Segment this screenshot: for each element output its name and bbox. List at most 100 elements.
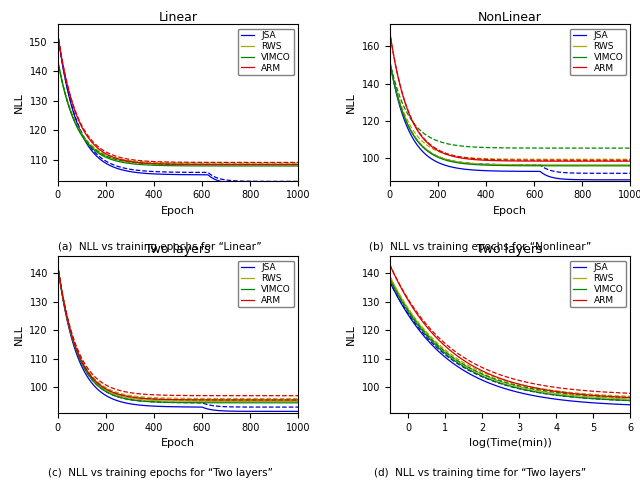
JSA xyxy=(163,404,170,409)
X-axis label: Epoch: Epoch xyxy=(161,438,195,448)
ARM xyxy=(386,29,394,35)
JSA xyxy=(547,174,554,180)
RWS xyxy=(428,151,436,156)
VIMCO xyxy=(386,59,394,64)
ARM xyxy=(97,382,104,388)
ARM xyxy=(547,388,554,394)
ARM xyxy=(235,397,243,403)
JSA xyxy=(428,156,436,162)
Line: ARM: ARM xyxy=(58,33,298,165)
RWS xyxy=(448,158,456,164)
Text: (b)  NLL vs training epochs for “Nonlinear”: (b) NLL vs training epochs for “Nonlinea… xyxy=(369,242,591,252)
Text: (c)  NLL vs training epochs for “Two layers”: (c) NLL vs training epochs for “Two laye… xyxy=(47,468,273,478)
Line: ARM: ARM xyxy=(390,264,630,397)
ARM xyxy=(428,330,436,336)
RWS xyxy=(97,384,104,389)
RWS xyxy=(235,162,243,168)
JSA xyxy=(196,172,204,178)
RWS xyxy=(528,162,536,168)
RWS xyxy=(428,337,436,343)
Line: RWS: RWS xyxy=(390,61,630,165)
Line: VIMCO: VIMCO xyxy=(58,60,298,166)
Y-axis label: NLL: NLL xyxy=(14,92,24,113)
Line: RWS: RWS xyxy=(58,60,298,165)
VIMCO xyxy=(163,399,170,405)
VIMCO xyxy=(386,276,394,282)
Y-axis label: NLL: NLL xyxy=(14,324,24,345)
JSA xyxy=(294,408,302,414)
Title: NonLinear: NonLinear xyxy=(478,11,542,24)
Legend: JSA, RWS, VIMCO, ARM: JSA, RWS, VIMCO, ARM xyxy=(238,261,294,307)
ARM xyxy=(495,158,502,164)
VIMCO xyxy=(627,397,634,403)
Line: JSA: JSA xyxy=(58,264,298,411)
JSA xyxy=(163,171,170,177)
JSA xyxy=(386,279,394,285)
ARM xyxy=(116,156,124,162)
JSA xyxy=(547,396,554,401)
ARM xyxy=(627,395,634,400)
VIMCO xyxy=(294,163,302,169)
JSA xyxy=(495,168,502,174)
VIMCO xyxy=(97,385,104,391)
ARM xyxy=(294,397,302,403)
VIMCO xyxy=(528,163,536,168)
JSA xyxy=(386,59,394,64)
Line: RWS: RWS xyxy=(58,264,298,401)
Line: VIMCO: VIMCO xyxy=(390,61,630,166)
Legend: JSA, RWS, VIMCO, ARM: JSA, RWS, VIMCO, ARM xyxy=(570,28,626,75)
ARM xyxy=(54,262,61,267)
VIMCO xyxy=(214,400,222,406)
VIMCO xyxy=(54,57,61,62)
JSA xyxy=(97,389,104,395)
RWS xyxy=(386,273,394,279)
RWS xyxy=(528,387,536,393)
VIMCO xyxy=(547,163,554,168)
Title: Linear: Linear xyxy=(159,11,197,24)
JSA xyxy=(428,342,436,348)
ARM xyxy=(214,397,222,403)
Line: RWS: RWS xyxy=(390,276,630,399)
ARM xyxy=(627,158,634,164)
VIMCO xyxy=(627,163,634,169)
ARM xyxy=(196,162,204,168)
JSA xyxy=(495,384,502,389)
RWS xyxy=(448,354,456,360)
JSA xyxy=(567,398,575,404)
ARM xyxy=(163,161,170,167)
VIMCO xyxy=(428,152,436,157)
RWS xyxy=(163,161,170,167)
VIMCO xyxy=(214,163,222,169)
JSA xyxy=(627,402,634,408)
ARM xyxy=(116,392,124,397)
Line: JSA: JSA xyxy=(390,61,630,180)
VIMCO xyxy=(547,391,554,397)
VIMCO xyxy=(567,163,575,168)
RWS xyxy=(116,157,124,163)
VIMCO xyxy=(448,159,456,165)
JSA xyxy=(448,360,456,365)
Title: Two layers: Two layers xyxy=(477,243,543,256)
RWS xyxy=(495,162,502,168)
ARM xyxy=(235,162,243,168)
ARM xyxy=(54,30,61,36)
ARM xyxy=(386,262,394,267)
RWS xyxy=(386,59,394,64)
RWS xyxy=(196,162,204,168)
JSA xyxy=(54,262,61,267)
X-axis label: Epoch: Epoch xyxy=(161,206,195,216)
VIMCO xyxy=(116,159,124,165)
Line: JSA: JSA xyxy=(390,282,630,405)
VIMCO xyxy=(448,356,456,361)
ARM xyxy=(547,158,554,164)
RWS xyxy=(294,398,302,404)
ARM xyxy=(163,396,170,402)
VIMCO xyxy=(235,163,243,169)
Line: VIMCO: VIMCO xyxy=(390,279,630,400)
ARM xyxy=(567,158,575,164)
Y-axis label: NLL: NLL xyxy=(346,324,356,345)
VIMCO xyxy=(567,394,575,400)
RWS xyxy=(235,398,243,404)
JSA xyxy=(214,408,222,413)
X-axis label: log(Time(min)): log(Time(min)) xyxy=(468,438,552,448)
